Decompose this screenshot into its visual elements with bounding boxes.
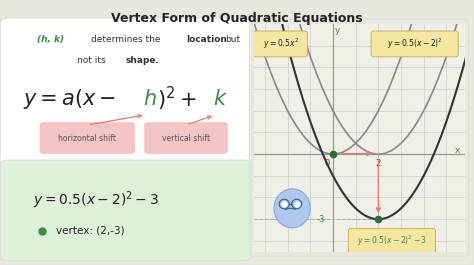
Text: $y = a(x - $: $y = a(x - $ xyxy=(23,87,117,111)
Text: -3: -3 xyxy=(316,215,325,224)
FancyBboxPatch shape xyxy=(40,122,135,154)
Text: $y = 0.5(x-2)^2$: $y = 0.5(x-2)^2$ xyxy=(387,36,443,51)
Text: $y = 0.5(x-2)^2-3$: $y = 0.5(x-2)^2-3$ xyxy=(357,234,427,248)
Text: 2: 2 xyxy=(376,159,381,168)
FancyBboxPatch shape xyxy=(0,160,251,261)
Text: not its: not its xyxy=(77,56,105,65)
FancyBboxPatch shape xyxy=(144,122,228,154)
Text: 0: 0 xyxy=(325,159,330,168)
Text: but: but xyxy=(226,36,241,45)
Ellipse shape xyxy=(274,189,310,228)
Text: $y = 0.5x^2$: $y = 0.5x^2$ xyxy=(263,36,299,51)
FancyBboxPatch shape xyxy=(348,228,436,253)
Text: $k$: $k$ xyxy=(213,89,228,109)
Text: $h$: $h$ xyxy=(143,89,157,109)
Text: Vertex Form of Quadratic Equations: Vertex Form of Quadratic Equations xyxy=(111,12,363,25)
Text: horizontal shift: horizontal shift xyxy=(58,134,116,143)
Text: vertex: (2,-3): vertex: (2,-3) xyxy=(56,226,125,236)
FancyBboxPatch shape xyxy=(0,18,251,174)
Text: location: location xyxy=(186,36,227,45)
Text: shape.: shape. xyxy=(126,56,159,65)
Text: vertical shift: vertical shift xyxy=(162,134,210,143)
FancyBboxPatch shape xyxy=(253,31,307,57)
Text: x: x xyxy=(455,146,460,155)
Text: (h, k): (h, k) xyxy=(37,36,64,45)
Text: y: y xyxy=(334,26,340,35)
Text: $y = 0.5(x - 2)^2 - 3$: $y = 0.5(x - 2)^2 - 3$ xyxy=(33,190,159,211)
Text: $)^2 + $: $)^2 + $ xyxy=(157,85,197,113)
Text: determines the: determines the xyxy=(91,36,160,45)
FancyBboxPatch shape xyxy=(371,31,458,57)
